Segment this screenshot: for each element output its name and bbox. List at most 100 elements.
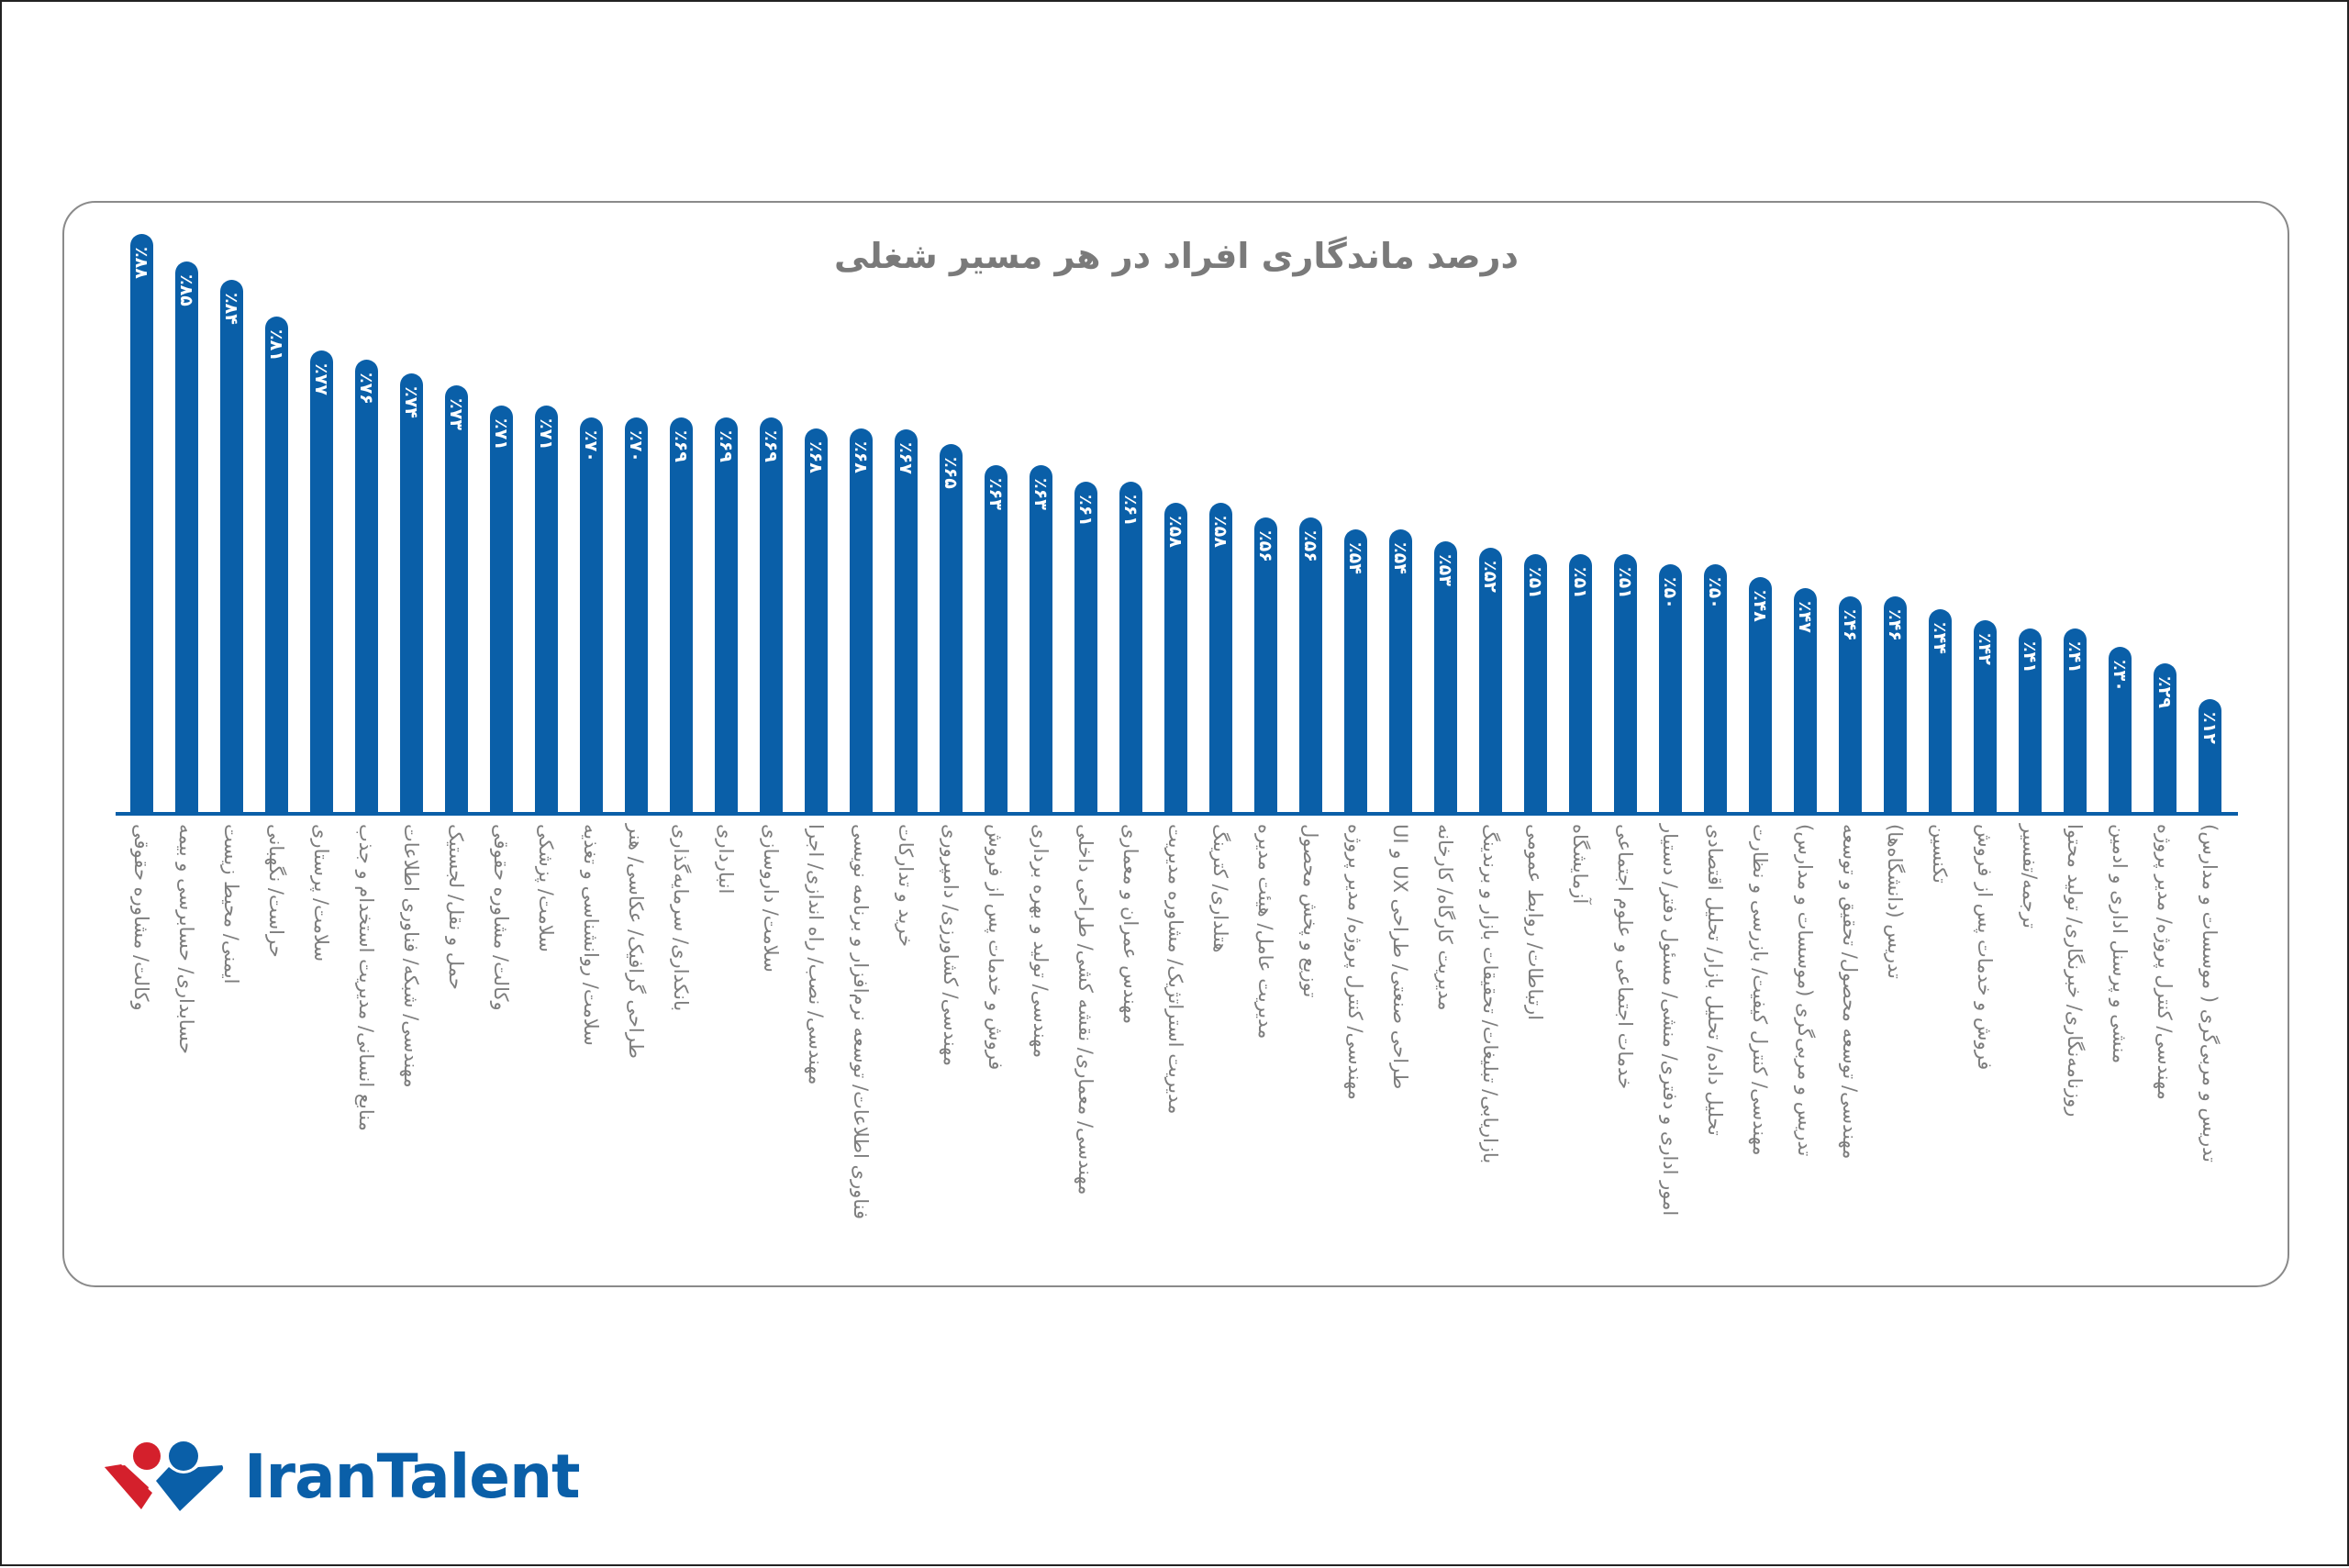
- category-label-text: تکنسین: [1929, 824, 1951, 884]
- bar-value-label: ٪۵۳: [1435, 554, 1455, 586]
- bar: ٪۷۱: [534, 406, 558, 814]
- category-label: منشی و پرسنل اداری و ادمین: [2106, 824, 2133, 1246]
- category-label-text: مهندسی/ شبکه/ فناوری اطلاعات: [400, 824, 422, 1088]
- category-label: مهندسی/ تولید و بهره برداری: [1027, 824, 1054, 1246]
- category-label-text: توزیع و پخش محصول: [1299, 824, 1321, 998]
- category-label: مدیریت استراتژیک/ مشاوره مدیریت: [1162, 824, 1189, 1246]
- bar: ٪۷۱: [489, 406, 513, 814]
- brand-name: IranTalent: [244, 1440, 581, 1512]
- category-label-text: مدیریت استراتژیک/ مشاوره مدیریت: [1164, 824, 1186, 1115]
- bar: ٪۵۸: [1208, 503, 1232, 814]
- bar: ٪۵۳: [1433, 541, 1457, 814]
- bar-value-label: ٪۵۲: [1480, 561, 1500, 593]
- bar-value-label: ٪۶۱: [1075, 495, 1096, 527]
- category-label: ترجمه/تفسیر: [2016, 824, 2043, 1246]
- bar: ٪۴۶: [1838, 596, 1862, 814]
- category-label: امور اداری و دفتری/ منشی/ مسئول دفتر/ دس…: [1656, 824, 1684, 1246]
- bar-value-label: ٪۴۲: [1975, 633, 1995, 665]
- category-label: بازاریابی/ تبلیغات/ تحقیقات بازار و برند…: [1476, 824, 1504, 1246]
- category-label-text: تدریس و مربی‌گری ( موسسات و مدارس): [2199, 824, 2221, 1163]
- category-label-text: خرید و تدارکات: [895, 824, 917, 947]
- category-label-text: روزنامه‌نگاری/ خبرنگاری/ تولید محتوا: [2064, 824, 2086, 1118]
- category-label: آزمایشگاه: [1566, 824, 1594, 1246]
- category-label-text: مهندسی/ کشاورزی/ دامپروری: [940, 824, 962, 1066]
- category-label-text: تدریس (دانشگاه‌ها): [1884, 824, 1906, 979]
- category-label: انبارداری: [712, 824, 740, 1246]
- category-label-text: مهندسی/ توسعه محصول/ تحقیق و توسعه: [1839, 824, 1861, 1160]
- category-label-text: مهندس عمران و معماری: [1119, 824, 1141, 1025]
- bar-value-label: ٪۵۶: [1300, 530, 1320, 562]
- category-label-text: بازاریابی/ تبلیغات/ تحقیقات بازار و برند…: [1479, 824, 1501, 1164]
- bar-value-label: ٪۳۰: [2110, 660, 2130, 692]
- category-label-text: حسابداری/ حسابرسی و بیمه: [175, 824, 197, 1054]
- bar: ٪۶۳: [984, 465, 1008, 814]
- category-label: مدیریت کارگاه/ کارخانه: [1431, 824, 1459, 1246]
- bar: ٪۶۹: [669, 417, 693, 814]
- category-label: تدریس (دانشگاه‌ها): [1881, 824, 1909, 1246]
- bar-value-label: ٪۵۴: [1345, 542, 1365, 574]
- category-label-text: وکالت/ مشاوره حقوقی: [130, 824, 152, 1011]
- bar: ٪۶۸: [804, 428, 828, 814]
- category-label: فروش و خدمات پس از فروش: [1971, 824, 1998, 1246]
- category-label: هتلداری/ کترینگ: [1207, 824, 1234, 1246]
- category-label: توزیع و پخش محصول: [1297, 824, 1324, 1246]
- bar: ٪۵۱: [1568, 554, 1592, 814]
- bar-value-label: ٪۵۴: [1390, 542, 1410, 574]
- bar: ٪۶۹: [759, 417, 783, 814]
- bar: ٪۶۸: [849, 428, 873, 814]
- category-label: فروش و خدمات پس از فروش: [982, 824, 1009, 1246]
- x-axis-line: [116, 812, 2238, 816]
- bar-value-label: ٪۵۸: [1210, 516, 1230, 548]
- category-label: ایمنی/ محیط زیست: [217, 824, 245, 1246]
- category-label: وکالت/ مشاوره حقوقی: [487, 824, 515, 1246]
- bar-value-label: ٪۶۹: [761, 430, 781, 462]
- bar: ٪۶۹: [714, 417, 738, 814]
- irantalent-logo: IranTalent: [101, 1440, 581, 1513]
- bar: ٪۵۶: [1253, 517, 1277, 814]
- category-label-text: مهندسی/ کنترل پروژه/ مدیر پروژه: [1344, 824, 1366, 1100]
- category-label-text: بانکداری/ سرمایه‌گذاری: [670, 824, 692, 1012]
- bar: ٪۵۸: [1163, 503, 1187, 814]
- category-label: تدریس و مربی‌گری ( موسسات و مدارس): [2196, 824, 2223, 1246]
- bar: ٪۴۱: [2018, 628, 2042, 814]
- category-label-text: طراحی صنعتی/ طراحی UX و UI: [1389, 824, 1411, 1090]
- bar: ٪۷۰: [624, 417, 648, 814]
- category-label: منابع انسانی/ مدیریت استخدام و جذب: [352, 824, 380, 1246]
- category-label: مهندسی/ شبکه/ فناوری اطلاعات: [397, 824, 425, 1246]
- category-label: خدمات اجتماعی و علوم اجتماعی: [1611, 824, 1639, 1246]
- bar: ٪۵۴: [1388, 529, 1412, 814]
- category-label: فناوری اطلاعات/ توسعه نرم‌افزار و برنامه…: [847, 824, 874, 1246]
- bar: ٪۸۸: [129, 234, 153, 814]
- bar-value-label: ٪۶۸: [806, 441, 826, 473]
- bar: ٪۷۰: [579, 417, 603, 814]
- bar-value-label: ٪۸۴: [221, 293, 241, 325]
- category-label: مهندسی/ کشاورزی/ دامپروری: [937, 824, 964, 1246]
- category-label-text: مدیریت عامل/ هیئت مدیره: [1254, 824, 1276, 1040]
- bar-value-label: ٪۷۱: [536, 418, 556, 450]
- category-label: وکالت/ مشاوره حقوقی: [128, 824, 155, 1246]
- category-label-text: حمل و نقل/ لجستیک: [445, 824, 467, 990]
- bar-value-label: ٪۱۲: [2199, 712, 2220, 744]
- category-label-text: مهندسی/ تولید و بهره برداری: [1030, 824, 1052, 1059]
- bar: ٪۳۰: [2108, 647, 2132, 814]
- bar-value-label: ٪۷۶: [356, 373, 376, 405]
- bar-value-label: ٪۵۸: [1165, 516, 1186, 548]
- category-label-text: امور اداری و دفتری/ منشی/ مسئول دفتر/ دس…: [1659, 824, 1681, 1217]
- bar-value-label: ٪۶۱: [1120, 495, 1141, 527]
- bar: ٪۴۸: [1748, 577, 1772, 814]
- bar-value-label: ٪۸۱: [266, 329, 286, 361]
- category-label: مهندسی/ توسعه محصول/ تحقیق و توسعه: [1836, 824, 1864, 1246]
- category-label-text: طراحی گرافیک/ عکاسی/ هنر: [625, 824, 647, 1060]
- bar: ٪۴۷: [1793, 588, 1817, 814]
- category-label-text: منابع انسانی/ مدیریت استخدام و جذب: [355, 824, 377, 1131]
- category-label: حسابداری/ حسابرسی و بیمه: [173, 824, 200, 1246]
- category-label: خرید و تدارکات: [892, 824, 919, 1246]
- category-label: سلامت/ روانشناسی و تغذیه: [577, 824, 605, 1246]
- bar: ٪۴۴: [1928, 609, 1952, 814]
- bar-value-label: ٪۴۶: [1885, 609, 1905, 641]
- category-label: مهندسی/ کنترل پروژه/ مدیر پروژه: [1341, 824, 1369, 1246]
- category-label: تدریس و مربی‌گری (موسسات و مدارس): [1791, 824, 1819, 1246]
- category-label-text: آزمایشگاه: [1569, 824, 1591, 905]
- bar-value-label: ٪۵۶: [1255, 530, 1275, 562]
- bar-value-label: ٪۸۵: [176, 274, 196, 306]
